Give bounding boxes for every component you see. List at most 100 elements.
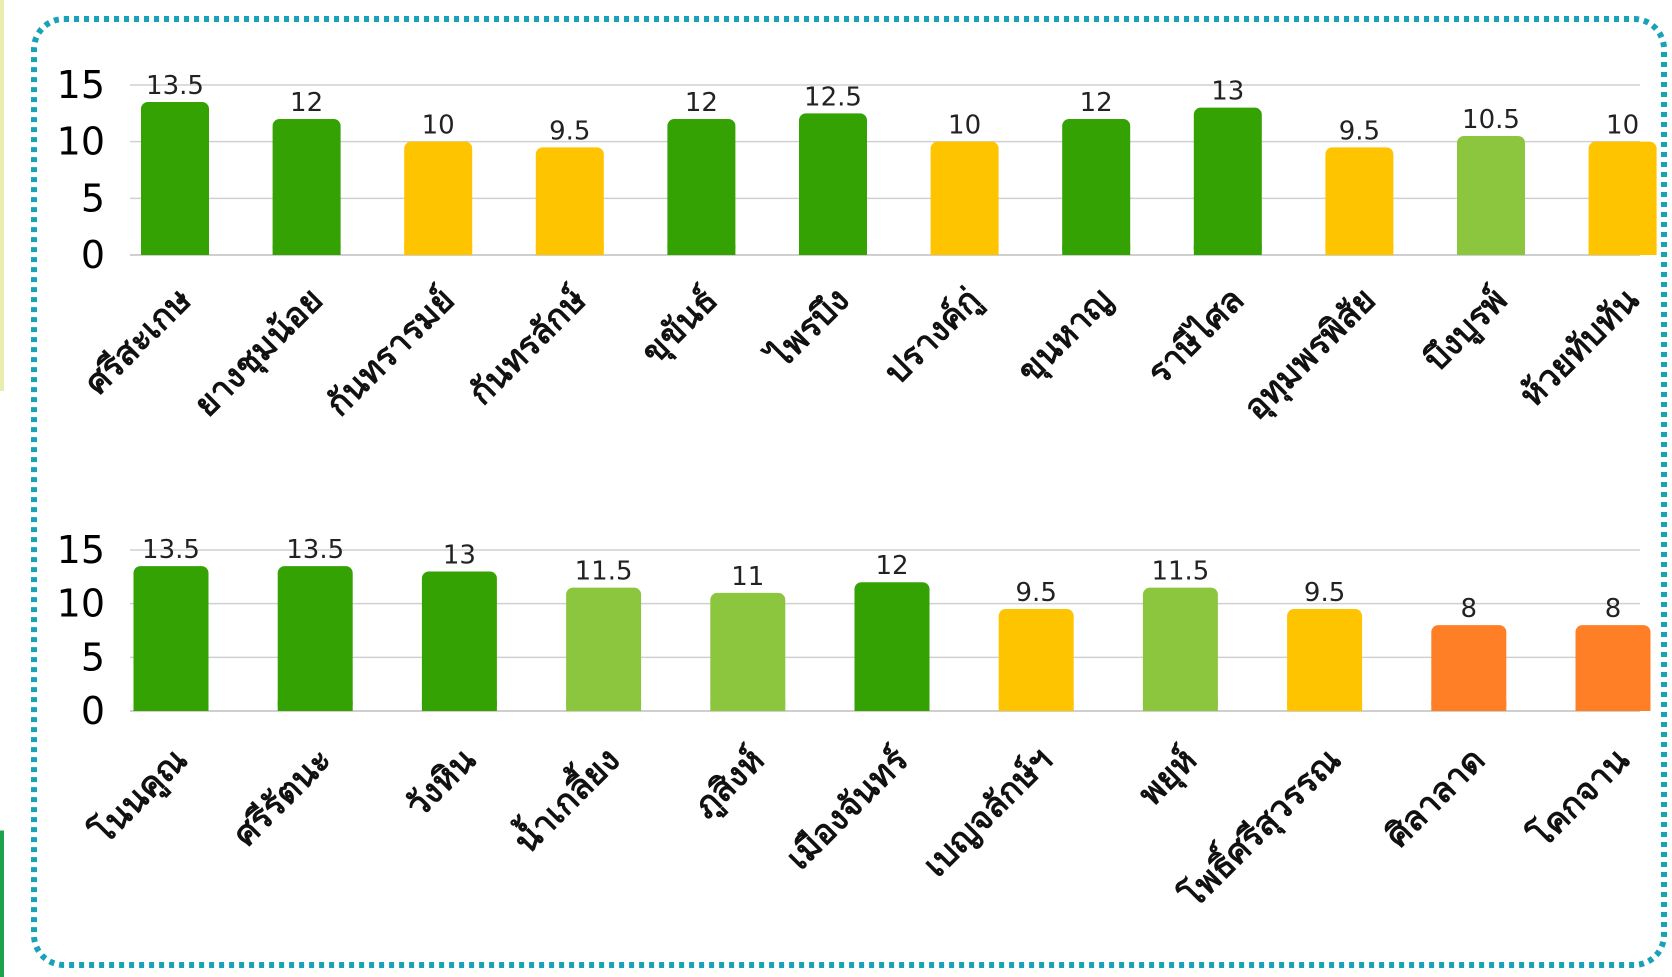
- category-label: ภูสิงห์: [686, 740, 773, 827]
- bar: [1142, 587, 1218, 711]
- bar: [277, 566, 353, 711]
- category-label: อุทุมพรพิสัย: [1236, 280, 1385, 429]
- data-label: 8: [1605, 594, 1622, 624]
- data-label: 11.5: [575, 557, 633, 587]
- bar: [854, 582, 930, 711]
- bar-base: [1431, 701, 1507, 711]
- data-label: 13.5: [142, 535, 200, 565]
- bar-base: [272, 245, 341, 255]
- category-label: ห้วยทับทัน: [1512, 280, 1647, 415]
- bar: [272, 119, 341, 255]
- category-label: ปรางค์กู่: [877, 280, 990, 393]
- bar-base: [1062, 245, 1131, 255]
- bar-base: [930, 245, 999, 255]
- bar: [1457, 136, 1525, 255]
- data-label: 12: [875, 551, 908, 581]
- bar-base: [1457, 245, 1525, 255]
- data-label: 12: [1080, 88, 1113, 118]
- data-label: 9.5: [1339, 116, 1380, 146]
- category-label: พยุห์: [1131, 740, 1206, 815]
- category-label: ราษีไศล: [1139, 279, 1252, 392]
- category-label: โนนคูณ: [81, 739, 196, 854]
- category-label: ขุนหาญ: [1010, 280, 1122, 392]
- data-label: 13.5: [146, 71, 204, 101]
- category-label: ไพรบึง: [758, 279, 857, 378]
- y-tick-label: 5: [81, 176, 105, 220]
- left-edge-accent: [0, 0, 4, 977]
- bar-base: [1193, 245, 1262, 255]
- bar: [141, 102, 209, 255]
- data-label: 13: [443, 540, 476, 570]
- y-tick-label: 15: [57, 528, 105, 572]
- bar: [1431, 625, 1507, 711]
- bar: [930, 141, 999, 255]
- bar: [1575, 625, 1651, 711]
- y-tick-label: 15: [57, 63, 105, 107]
- category-label: ขุขันธ์: [633, 280, 726, 373]
- data-label: 10: [422, 111, 455, 141]
- data-label: 10: [1606, 111, 1639, 141]
- data-label: 9.5: [1304, 578, 1345, 608]
- y-tick-label: 5: [81, 635, 105, 679]
- data-label: 9.5: [1016, 578, 1057, 608]
- data-label: 12.5: [804, 82, 862, 112]
- category-label: วังหิน: [398, 740, 484, 826]
- bar: [421, 571, 497, 711]
- category-label: เมืองจันทร์: [779, 740, 917, 878]
- y-tick-label: 0: [81, 689, 105, 733]
- bar: [404, 141, 473, 255]
- category-label: ศรีสะเกษ: [77, 280, 200, 403]
- data-label: 10.5: [1462, 105, 1520, 135]
- bar: [1062, 119, 1131, 255]
- bar-base: [1588, 245, 1657, 255]
- bar-base: [1287, 701, 1363, 711]
- bar-base: [133, 701, 209, 711]
- y-tick-label: 10: [57, 582, 105, 626]
- data-label: 12: [290, 88, 323, 118]
- category-label: ศรีรัตนะ: [225, 740, 339, 854]
- bar-base: [1142, 701, 1218, 711]
- bar: [1588, 141, 1657, 255]
- data-label: 9.5: [549, 116, 590, 146]
- bar-base: [799, 245, 867, 255]
- bar: [667, 119, 736, 255]
- category-label: บึงบูรพ์: [1416, 280, 1516, 380]
- data-label: 8: [1461, 594, 1478, 624]
- chart-bottom: 0 5 10 15 13.5 โนนคูณ 13.5 ศรีรัตนะ 13 วังหิน 11.5…: [57, 528, 1651, 918]
- bar: [535, 147, 604, 255]
- bar-base: [998, 701, 1074, 711]
- category-label: น้ำเกลี้ยง: [502, 736, 628, 862]
- bar-base: [1575, 701, 1651, 711]
- bar-base: [667, 245, 736, 255]
- bar-base: [566, 701, 642, 711]
- category-label: ศิลาลาด: [1378, 740, 1494, 856]
- data-label: 12: [685, 88, 718, 118]
- bar: [133, 566, 209, 711]
- bar-base: [141, 245, 209, 255]
- category-label: เบญจลักษ์ฯ: [916, 740, 1061, 885]
- y-tick-label: 0: [81, 233, 105, 277]
- bar: [710, 592, 786, 711]
- data-label: 10: [948, 111, 981, 141]
- bar: [1193, 107, 1262, 256]
- bar-base: [535, 245, 604, 255]
- dashed-frame: [31, 16, 1667, 968]
- data-label: 13: [1211, 77, 1244, 107]
- y-tick-label: 10: [57, 120, 105, 164]
- bar-base: [277, 701, 353, 711]
- data-label: 11.5: [1151, 557, 1209, 587]
- data-label: 13.5: [286, 535, 344, 565]
- category-label: กันทรารมย์: [318, 280, 462, 424]
- bar-base: [1325, 245, 1394, 255]
- bar: [566, 587, 642, 711]
- bar: [799, 113, 867, 255]
- bar: [998, 609, 1074, 711]
- data-label: 11: [731, 562, 764, 592]
- category-label: ยางชุมน้อย: [186, 280, 331, 425]
- bar: [1325, 147, 1394, 255]
- bar-base: [421, 701, 497, 711]
- category-label: กันทรลักษ์: [461, 280, 595, 414]
- bar-base: [854, 701, 930, 711]
